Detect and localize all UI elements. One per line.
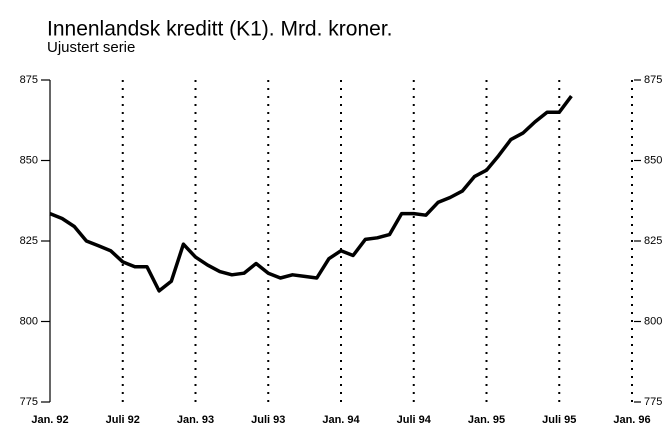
chart-subtitle: Ujustert serie — [47, 39, 135, 56]
y-tick-label: 825 — [20, 235, 38, 247]
y2-tick-label: 775 — [644, 396, 662, 408]
y2-tick-label: 875 — [644, 74, 662, 86]
y2-tick-label: 850 — [644, 154, 662, 166]
y-tick-label: 800 — [20, 315, 38, 327]
y-tick-label: 875 — [20, 74, 38, 86]
x-tick-label: Juli 92 — [106, 414, 140, 426]
x-tick-label: Juli 95 — [542, 414, 576, 426]
x-tick-label: Jan. 93 — [177, 414, 214, 426]
y-tick-label: 850 — [20, 154, 38, 166]
y2-tick-label: 825 — [644, 235, 662, 247]
x-tick-label: Juli 94 — [397, 414, 432, 426]
x-tick-label: Jan. 94 — [322, 414, 360, 426]
line-series — [49, 95, 573, 293]
chart-title: Innenlandsk kreditt (K1). Mrd. kroner. — [47, 18, 393, 41]
x-tick-label: Jan. 95 — [468, 414, 505, 426]
y2-tick-label: 800 — [644, 315, 662, 327]
x-tick-label: Jan. 96 — [613, 414, 650, 426]
x-tick-label: Jan. 92 — [31, 414, 68, 426]
x-tick-label: Juli 93 — [251, 414, 285, 426]
y-tick-label: 775 — [20, 396, 38, 408]
